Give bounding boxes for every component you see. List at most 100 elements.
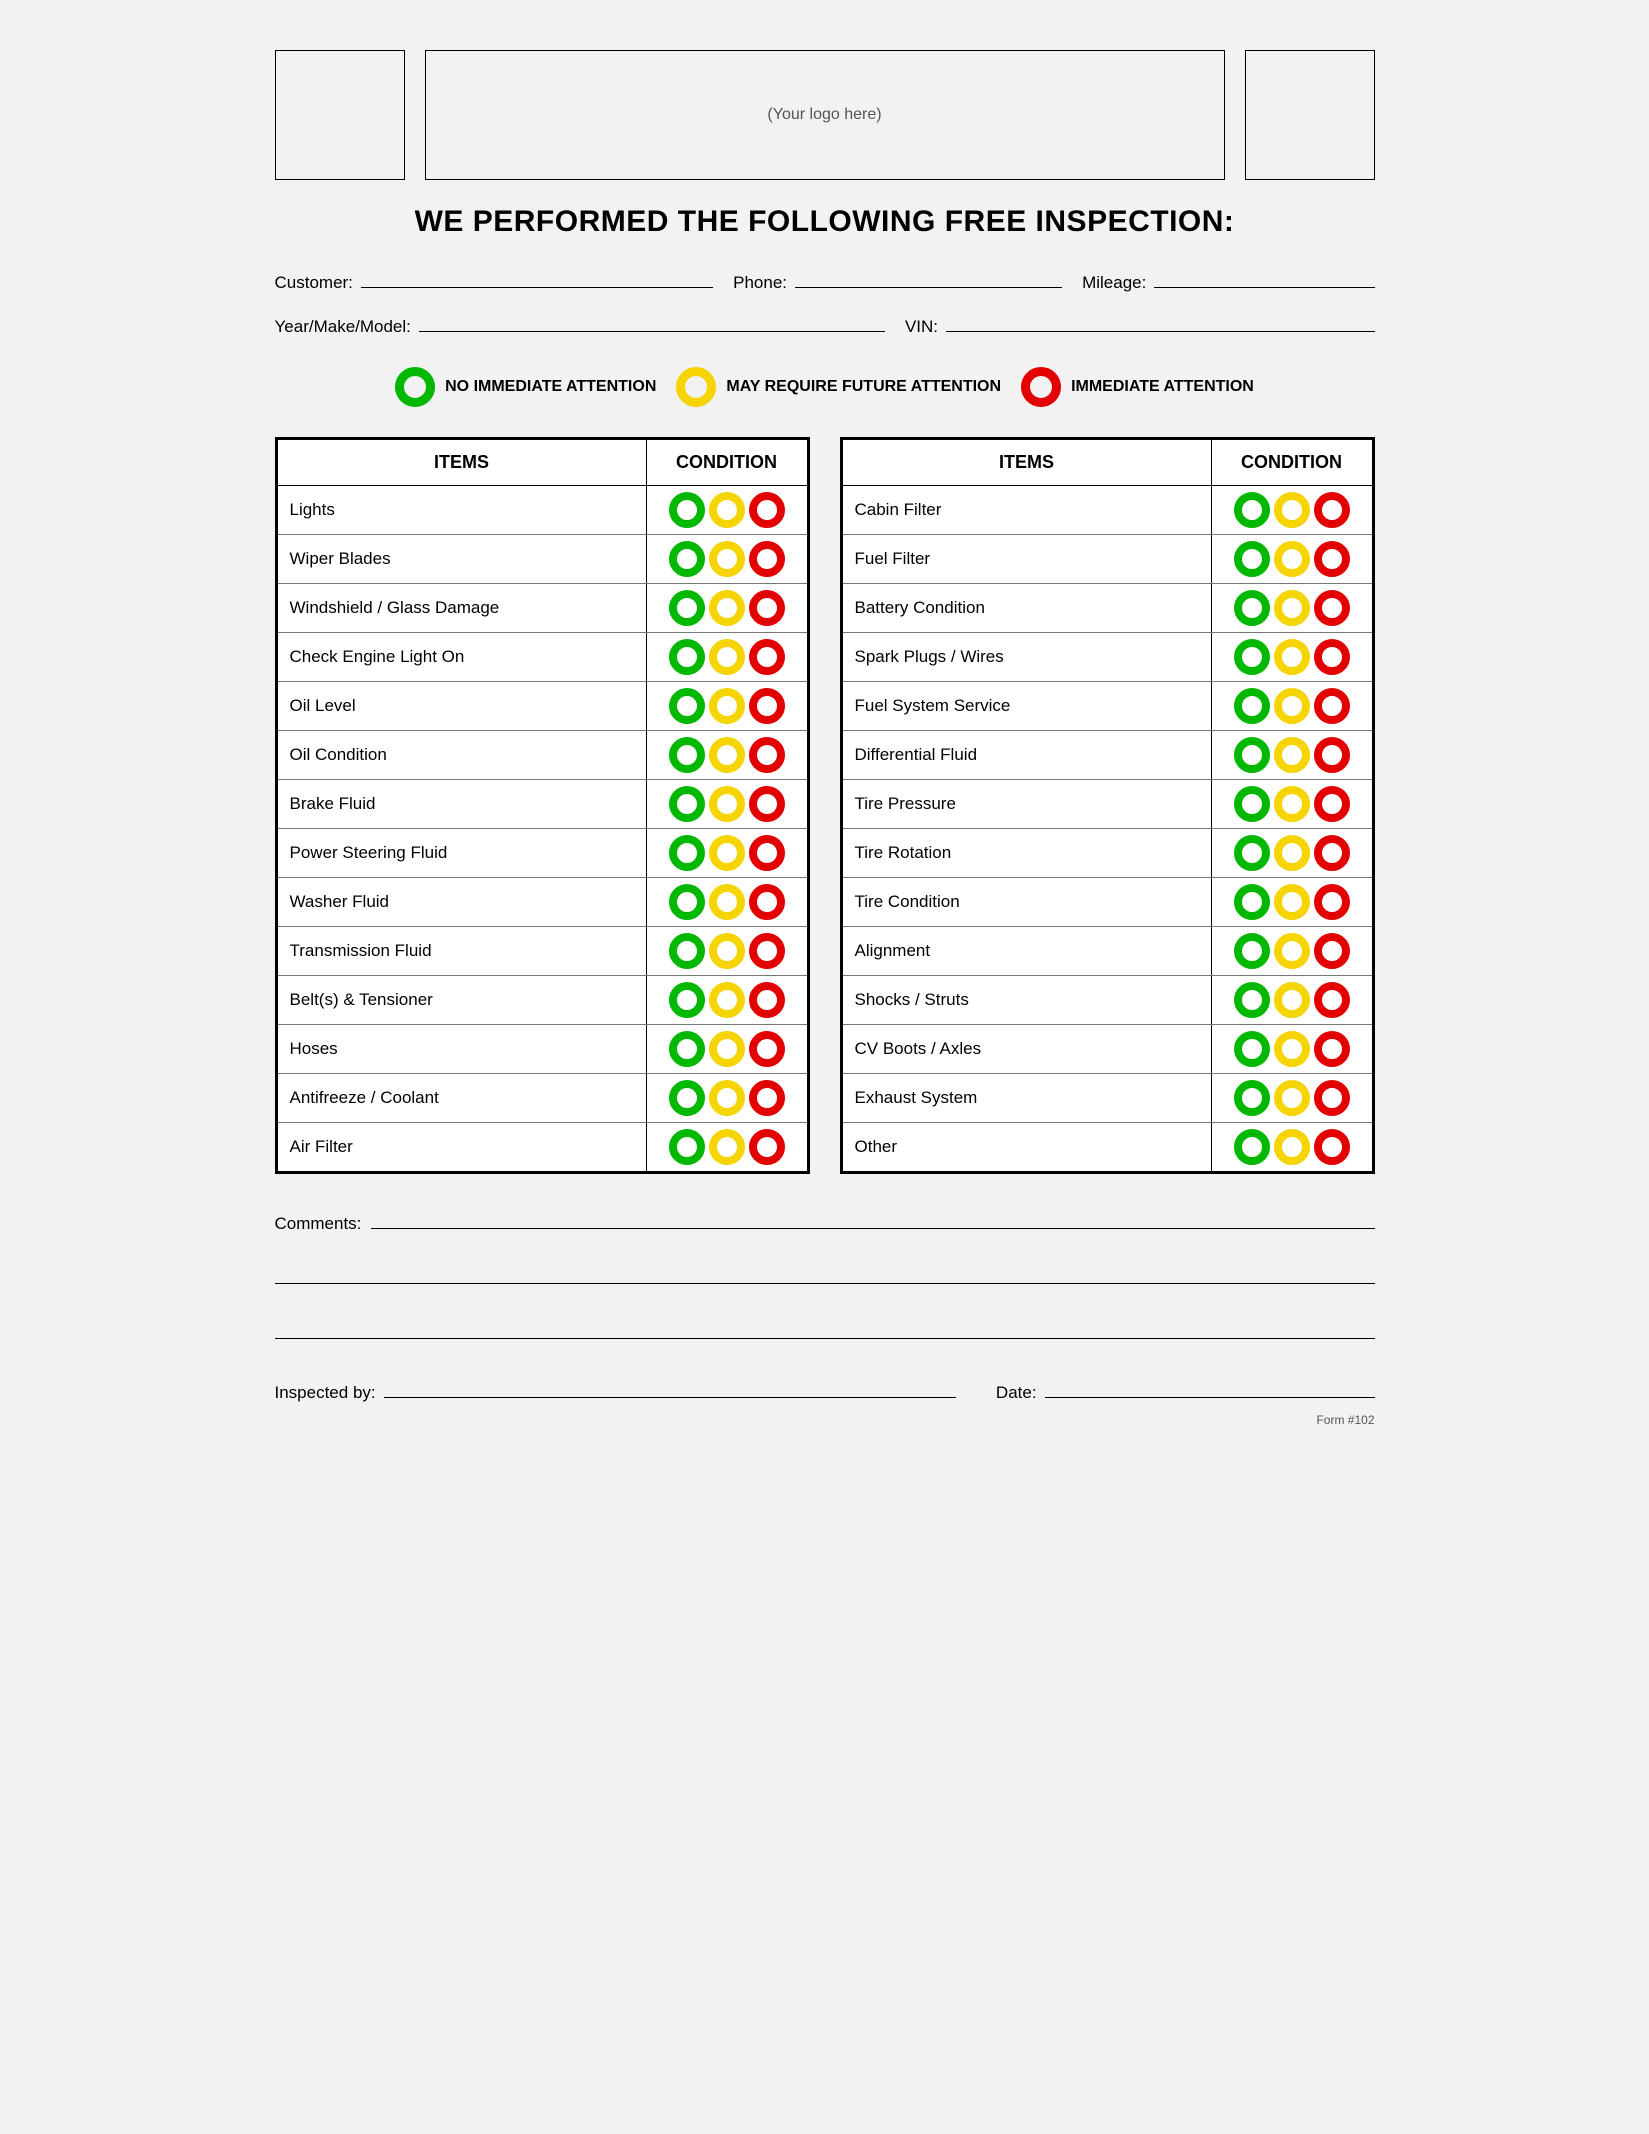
item-label: Spark Plugs / Wires <box>843 633 1212 681</box>
green-ring-icon[interactable] <box>1234 1080 1270 1116</box>
red-ring-icon[interactable] <box>749 835 785 871</box>
green-ring-icon[interactable] <box>669 835 705 871</box>
mileage-line[interactable] <box>1154 269 1374 288</box>
red-ring-icon[interactable] <box>1314 933 1350 969</box>
red-ring-icon[interactable] <box>1314 982 1350 1018</box>
green-ring-icon[interactable] <box>669 737 705 773</box>
red-ring-icon[interactable] <box>749 737 785 773</box>
yellow-ring-icon[interactable] <box>709 737 745 773</box>
red-ring-icon[interactable] <box>749 1129 785 1165</box>
comments-line-1[interactable] <box>371 1209 1374 1228</box>
green-ring-icon[interactable] <box>669 639 705 675</box>
green-ring-icon[interactable] <box>1234 590 1270 626</box>
yellow-ring-icon[interactable] <box>1274 541 1310 577</box>
red-ring-icon[interactable] <box>1314 590 1350 626</box>
comments-line-2[interactable] <box>275 1254 1375 1284</box>
red-ring-icon[interactable] <box>1314 1031 1350 1067</box>
red-ring-icon[interactable] <box>1314 541 1350 577</box>
green-ring-icon[interactable] <box>669 1031 705 1067</box>
green-ring-icon[interactable] <box>669 1129 705 1165</box>
red-ring-icon[interactable] <box>749 541 785 577</box>
legend-red: IMMEDIATE ATTENTION <box>1021 367 1254 407</box>
yellow-ring-icon[interactable] <box>1274 737 1310 773</box>
yellow-ring-icon[interactable] <box>1274 492 1310 528</box>
yellow-ring-icon[interactable] <box>1274 933 1310 969</box>
red-ring-icon[interactable] <box>749 590 785 626</box>
yellow-ring-icon[interactable] <box>1274 1031 1310 1067</box>
inspected-by-line[interactable] <box>384 1379 956 1398</box>
yellow-ring-icon[interactable] <box>1274 982 1310 1018</box>
red-ring-icon[interactable] <box>1314 737 1350 773</box>
red-ring-icon[interactable] <box>749 492 785 528</box>
customer-line[interactable] <box>361 269 713 288</box>
date-line[interactable] <box>1045 1379 1375 1398</box>
yellow-ring-icon[interactable] <box>709 688 745 724</box>
red-ring-icon[interactable] <box>749 982 785 1018</box>
yellow-ring-icon[interactable] <box>709 1080 745 1116</box>
red-ring-icon[interactable] <box>749 1031 785 1067</box>
red-ring-icon[interactable] <box>749 786 785 822</box>
ymm-line[interactable] <box>419 313 885 332</box>
logo-placeholder-box: (Your logo here) <box>425 50 1225 180</box>
green-ring-icon[interactable] <box>1234 1031 1270 1067</box>
yellow-ring-icon[interactable] <box>709 1129 745 1165</box>
yellow-ring-icon[interactable] <box>709 835 745 871</box>
yellow-ring-icon[interactable] <box>1274 1080 1310 1116</box>
green-ring-icon[interactable] <box>669 541 705 577</box>
green-ring-icon[interactable] <box>1234 835 1270 871</box>
yellow-ring-icon[interactable] <box>1274 1129 1310 1165</box>
item-label: Oil Level <box>278 682 647 730</box>
yellow-ring-icon[interactable] <box>709 639 745 675</box>
green-ring-icon[interactable] <box>1234 492 1270 528</box>
yellow-ring-icon[interactable] <box>1274 688 1310 724</box>
green-ring-icon[interactable] <box>1234 639 1270 675</box>
green-ring-icon[interactable] <box>669 933 705 969</box>
yellow-ring-icon[interactable] <box>709 541 745 577</box>
green-ring-icon[interactable] <box>1234 737 1270 773</box>
green-ring-icon[interactable] <box>669 688 705 724</box>
red-ring-icon[interactable] <box>749 1080 785 1116</box>
red-ring-icon[interactable] <box>749 688 785 724</box>
red-ring-icon[interactable] <box>749 639 785 675</box>
yellow-ring-icon[interactable] <box>709 590 745 626</box>
green-ring-icon[interactable] <box>669 1080 705 1116</box>
red-ring-icon[interactable] <box>749 933 785 969</box>
yellow-ring-icon[interactable] <box>1274 786 1310 822</box>
red-ring-icon[interactable] <box>1314 688 1350 724</box>
yellow-ring-icon[interactable] <box>709 1031 745 1067</box>
green-ring-icon[interactable] <box>669 982 705 1018</box>
red-ring-icon[interactable] <box>749 884 785 920</box>
red-ring-icon[interactable] <box>1314 1080 1350 1116</box>
yellow-ring-icon[interactable] <box>709 982 745 1018</box>
yellow-ring-icon[interactable] <box>709 492 745 528</box>
red-ring-icon[interactable] <box>1314 639 1350 675</box>
green-ring-icon[interactable] <box>669 492 705 528</box>
red-ring-icon[interactable] <box>1314 786 1350 822</box>
green-ring-icon[interactable] <box>669 884 705 920</box>
green-ring-icon[interactable] <box>1234 982 1270 1018</box>
yellow-ring-icon[interactable] <box>1274 835 1310 871</box>
red-ring-icon[interactable] <box>1314 884 1350 920</box>
green-ring-icon[interactable] <box>1234 1129 1270 1165</box>
right-header-items: ITEMS <box>843 440 1212 485</box>
vin-line[interactable] <box>946 313 1375 332</box>
red-ring-icon[interactable] <box>1314 835 1350 871</box>
yellow-ring-icon[interactable] <box>709 884 745 920</box>
yellow-ring-icon[interactable] <box>709 933 745 969</box>
red-ring-icon[interactable] <box>1314 492 1350 528</box>
yellow-ring-icon[interactable] <box>1274 884 1310 920</box>
green-ring-icon[interactable] <box>669 590 705 626</box>
red-ring-icon[interactable] <box>1314 1129 1350 1165</box>
green-ring-icon[interactable] <box>1234 786 1270 822</box>
green-ring-icon[interactable] <box>1234 688 1270 724</box>
condition-rings <box>1212 976 1372 1024</box>
comments-line-3[interactable] <box>275 1309 1375 1339</box>
green-ring-icon[interactable] <box>1234 884 1270 920</box>
green-ring-icon[interactable] <box>669 786 705 822</box>
green-ring-icon[interactable] <box>1234 933 1270 969</box>
yellow-ring-icon[interactable] <box>1274 590 1310 626</box>
yellow-ring-icon[interactable] <box>709 786 745 822</box>
phone-line[interactable] <box>795 269 1062 288</box>
green-ring-icon[interactable] <box>1234 541 1270 577</box>
yellow-ring-icon[interactable] <box>1274 639 1310 675</box>
